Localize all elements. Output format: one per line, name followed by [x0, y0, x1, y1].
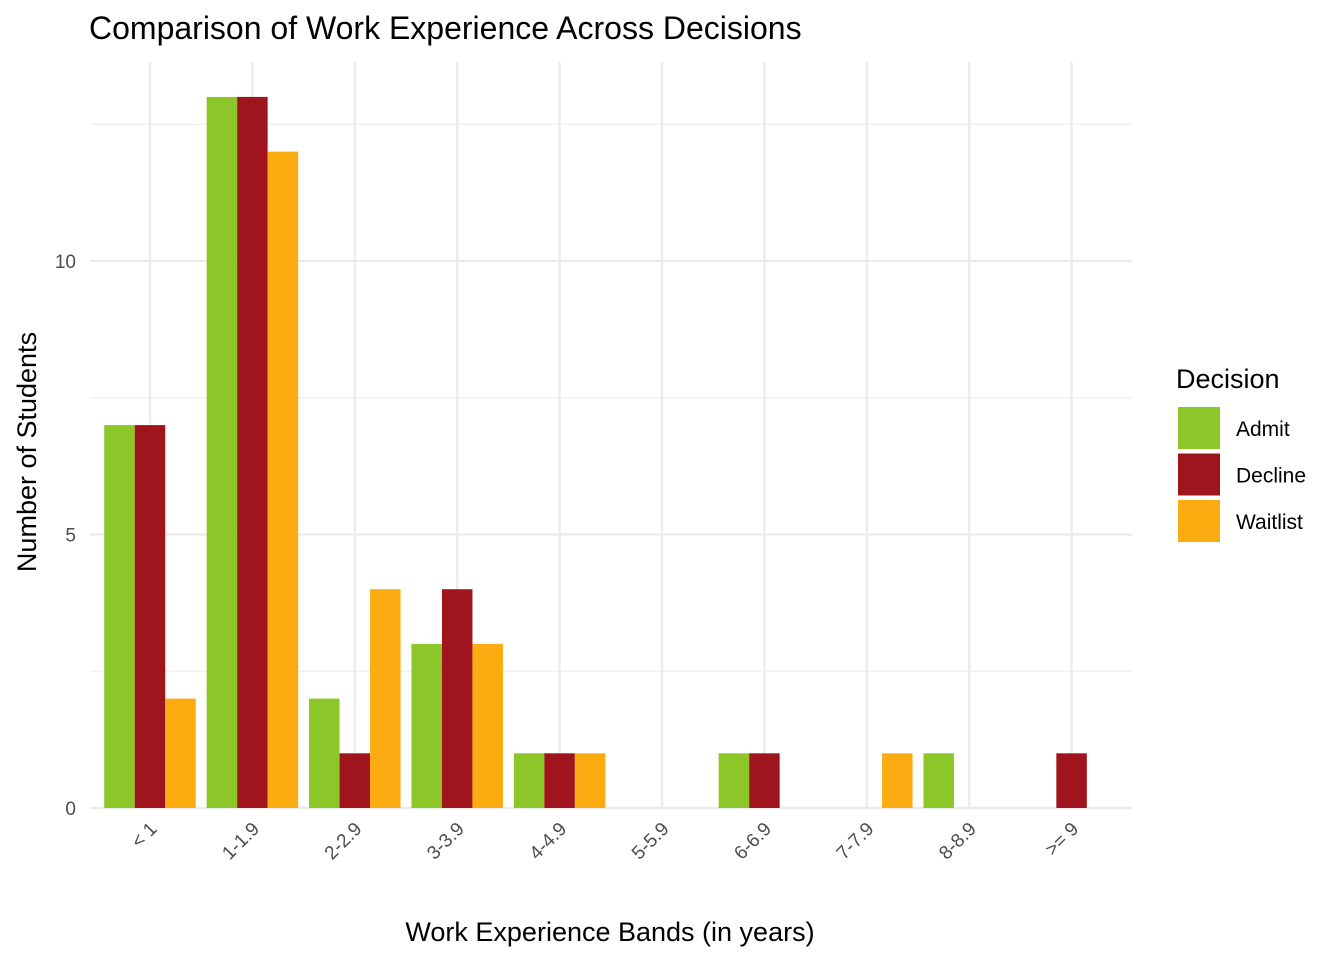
bar-decline-3 [441, 589, 473, 808]
bar-waitlist-3 [472, 643, 503, 808]
bar-admit-3 [411, 643, 442, 808]
x-tick-label: 3-3.9 [423, 819, 468, 864]
x-tick-label: 8-8.9 [935, 819, 980, 864]
x-tick-label: 2-2.9 [321, 819, 366, 864]
x-tick-label: 5-5.9 [628, 819, 673, 864]
bar-waitlist-4 [574, 753, 606, 808]
bar-admit-4 [513, 753, 545, 808]
bars [104, 96, 1087, 809]
bar-decline-4 [544, 753, 575, 808]
bar-admit-8 [923, 753, 954, 808]
bar-admit-6 [718, 753, 750, 808]
bar-admit-0 [104, 425, 135, 808]
x-tick-label: < 1 [128, 819, 162, 853]
legend-label-waitlist: Waitlist [1236, 511, 1303, 534]
bar-waitlist-0 [165, 698, 196, 808]
bar-decline-0 [134, 425, 166, 808]
x-axis-ticks: < 1 1-1.9 2-2.9 3-3.9 4-4.9 5-5.9 6-6.9 7-7.9 8-… [128, 819, 1084, 864]
bar-decline-6 [749, 753, 780, 808]
legend: Decision Admit Decline Waitlist [1176, 364, 1306, 542]
legend-key-decline [1178, 453, 1220, 496]
x-tick-label: 4-4.9 [526, 819, 571, 864]
bar-admit-2 [309, 698, 340, 808]
legend-key-waitlist [1178, 500, 1220, 542]
y-tick-label: 10 [55, 252, 76, 273]
bar-waitlist-1 [267, 151, 299, 809]
bar-waitlist-2 [370, 589, 401, 808]
x-tick-label: 7-7.9 [833, 819, 878, 864]
x-tick-label: >= 9 [1041, 819, 1083, 861]
bar-decline-9 [1056, 753, 1087, 808]
x-axis-title: Work Experience Bands (in years) [405, 917, 814, 947]
legend-key-admit [1178, 407, 1220, 449]
bar-decline-1 [237, 96, 268, 808]
bar-admit-1 [206, 96, 238, 808]
y-axis-ticks: 0 5 10 [55, 252, 76, 820]
legend-label-decline: Decline [1236, 465, 1306, 488]
y-axis-title: Number of Students [12, 332, 42, 572]
chart-title: Comparison of Work Experience Across Dec… [89, 10, 802, 46]
y-tick-label: 5 [65, 526, 76, 547]
y-tick-label: 0 [65, 799, 76, 820]
x-tick-label: 6-6.9 [730, 819, 775, 864]
legend-label-admit: Admit [1236, 418, 1290, 441]
bar-waitlist-7 [882, 753, 913, 808]
legend-title: Decision [1176, 364, 1280, 394]
x-tick-label: 1-1.9 [218, 819, 263, 864]
bar-decline-2 [339, 753, 371, 808]
